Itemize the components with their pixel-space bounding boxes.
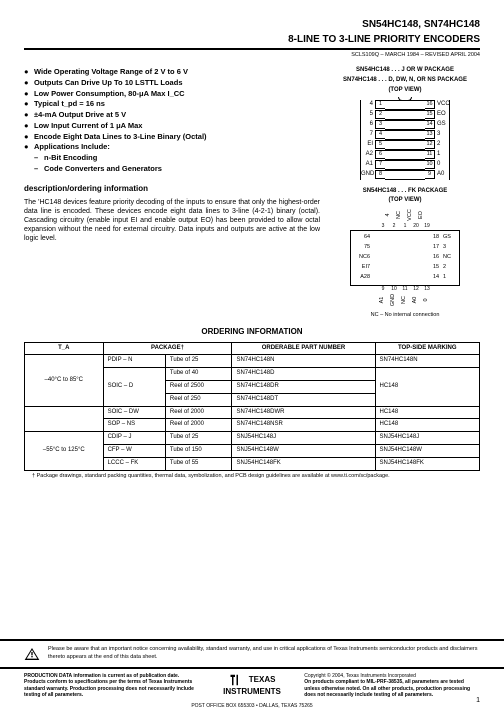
feature-subitem: Code Converters and Generators bbox=[24, 164, 320, 174]
package-heading: SN74HC148 . . . D, DW, N, OR NS PACKAGE bbox=[330, 77, 480, 85]
address: POST OFFICE BOX 655303 • DALLAS, TEXAS 7… bbox=[0, 703, 504, 713]
doc-number: SCLS109Q – MARCH 1984 – REVISED APRIL 20… bbox=[24, 52, 480, 59]
package-heading: SN54HC148 . . . J OR W PACKAGE bbox=[330, 67, 480, 75]
feature-item: Outputs Can Drive Up To 10 LSTTL Loads bbox=[24, 78, 320, 88]
feature-subitem: n-Bit Encoding bbox=[24, 153, 320, 163]
package-heading: (TOP VIEW) bbox=[330, 87, 480, 95]
title-rule bbox=[24, 48, 480, 50]
notice-text: Please be aware that an important notice… bbox=[48, 646, 480, 660]
feature-item: ±4-mA Output Drive at 5 V bbox=[24, 110, 320, 120]
warning-icon bbox=[24, 645, 40, 663]
part-number: SN54HC148, SN74HC148 bbox=[24, 18, 480, 31]
fk-pinout: 4NCVCCEO 3212019 6418GS75173NC616NCEI715… bbox=[350, 207, 460, 308]
description-text: The 'HC148 devices feature priority deco… bbox=[24, 198, 320, 243]
feature-item: Applications Include: bbox=[24, 142, 320, 152]
package-heading: SN54HC148 . . . FK PACKAGE bbox=[330, 188, 480, 196]
dip-pinout: 4116VCC5215EO6314GS74133EI5122A26111A171… bbox=[360, 97, 450, 180]
ti-logo: TEXAS INSTRUMENTS bbox=[200, 673, 304, 699]
feature-item: Typical t_pd = 16 ns bbox=[24, 99, 320, 109]
copyright-note: Copyright © 2004, Texas Instruments Inco… bbox=[304, 673, 480, 699]
page-number: 1 bbox=[476, 696, 480, 705]
table-footnote: † Package drawings, standard packing qua… bbox=[24, 473, 480, 480]
feature-item: Low Input Current of 1 μA Max bbox=[24, 121, 320, 131]
nc-note: NC – No internal connection bbox=[330, 312, 480, 319]
ordering-heading: ORDERING INFORMATION bbox=[24, 327, 480, 337]
section-heading: description/ordering information bbox=[24, 184, 320, 194]
notice-bar: Please be aware that an important notice… bbox=[0, 639, 504, 669]
feature-item: Wide Operating Voltage Range of 2 V to 6… bbox=[24, 67, 320, 77]
feature-item: Encode Eight Data Lines to 3-Line Binary… bbox=[24, 132, 320, 142]
feature-list: Wide Operating Voltage Range of 2 V to 6… bbox=[24, 67, 320, 174]
part-title: 8-LINE TO 3-LINE PRIORITY ENCODERS bbox=[24, 33, 480, 46]
package-heading: (TOP VIEW) bbox=[330, 197, 480, 205]
feature-item: Low Power Consumption, 80-μA Max I_CC bbox=[24, 89, 320, 99]
ordering-table: T_APACKAGE†ORDERABLE PART NUMBERTOP-SIDE… bbox=[24, 342, 480, 471]
production-data-note: PRODUCTION DATA information is current a… bbox=[24, 673, 200, 699]
